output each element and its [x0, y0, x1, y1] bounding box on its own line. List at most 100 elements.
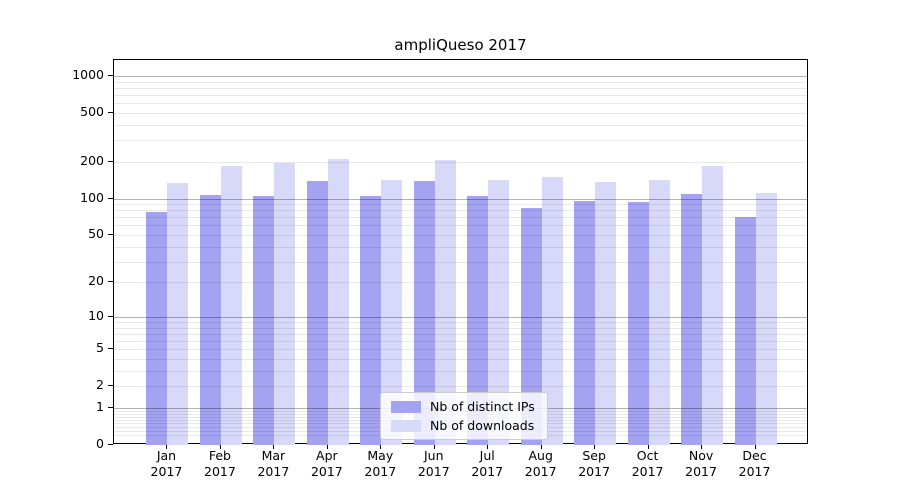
- gridline-minor-90: [114, 204, 807, 206]
- bar-distinct-ips-jul: [467, 195, 489, 445]
- bar-downloads-jun: [434, 159, 456, 445]
- gridline-minor-800: [114, 87, 807, 89]
- bar-downloads-oct: [648, 180, 670, 445]
- bar-downloads-may: [381, 180, 403, 445]
- y-tick-label-10: 10: [88, 307, 104, 323]
- gridline-minor-6: [114, 341, 807, 343]
- x-tick-label-mar: Mar 2017: [257, 448, 290, 479]
- gridline-minor-5: [114, 349, 807, 351]
- y-tick-label-2: 2: [96, 377, 104, 393]
- gridline-minor-9: [114, 322, 807, 324]
- bar-distinct-ips-apr: [306, 181, 328, 445]
- y-tick-mark-100: [108, 197, 113, 199]
- gridline-minor-70: [114, 217, 807, 219]
- bar-downloads-aug: [541, 177, 563, 445]
- bar-downloads-dec: [755, 192, 777, 445]
- x-tick-mark-aug: [540, 444, 542, 449]
- y-tick-mark-2: [108, 385, 113, 387]
- y-tick-label-1: 1: [96, 398, 104, 414]
- y-tick-label-20: 20: [88, 273, 104, 289]
- y-tick-mark-200: [108, 160, 113, 162]
- y-tick-mark-5: [108, 348, 113, 350]
- bar-distinct-ips-jan: [146, 211, 168, 445]
- legend-swatch-downloads: [391, 419, 421, 432]
- y-tick-mark-1: [108, 406, 113, 408]
- legend-swatch-distinct-ips: [391, 400, 421, 413]
- plot-area: [113, 59, 808, 445]
- gridline-major-1000: [114, 76, 807, 77]
- bar-downloads-mar: [274, 162, 296, 445]
- gridline-minor-50: [114, 235, 807, 236]
- y-tick-mark-20: [108, 281, 113, 283]
- x-tick-mark-oct: [647, 444, 649, 449]
- gridline-minor-400: [114, 124, 807, 126]
- legend-label-downloads: Nb of downloads: [430, 418, 535, 433]
- y-tick-label-0: 0: [96, 436, 104, 451]
- x-tick-label-jan: Jan 2017: [150, 448, 183, 479]
- gridline-major-10: [114, 316, 807, 318]
- bar-distinct-ips-oct: [627, 201, 649, 445]
- x-tick-mark-nov: [701, 444, 703, 449]
- bar-distinct-ips-jun: [413, 181, 435, 445]
- bar-downloads-jul: [488, 180, 510, 445]
- gridline-minor-600: [114, 103, 807, 105]
- x-tick-mark-jul: [487, 444, 489, 449]
- x-tick-mark-mar: [273, 444, 275, 449]
- bar-distinct-ips-aug: [520, 208, 542, 445]
- y-tick-mark-10: [108, 315, 113, 317]
- gridline-minor-4: [114, 359, 807, 361]
- y-tick-label-5: 5: [96, 340, 104, 356]
- x-tick-label-aug: Aug 2017: [524, 448, 557, 479]
- x-tick-label-sep: Sep 2017: [578, 448, 611, 479]
- x-tick-label-oct: Oct 2017: [631, 448, 664, 479]
- x-tick-mark-sep: [594, 444, 596, 449]
- bar-distinct-ips-dec: [734, 216, 756, 445]
- y-tick-label-500: 500: [80, 103, 104, 119]
- gridline-minor-300: [114, 140, 807, 142]
- bar-distinct-ips-sep: [574, 200, 596, 445]
- bar-downloads-jan: [167, 183, 189, 445]
- gridline-minor-900: [114, 81, 807, 83]
- gridline-minor-2: [114, 386, 807, 388]
- bar-downloads-apr: [327, 159, 349, 445]
- gridline-minor-700: [114, 95, 807, 97]
- x-tick-mark-jun: [433, 444, 435, 449]
- gridline-minor-200: [114, 161, 807, 163]
- gridline-minor-80: [114, 210, 807, 212]
- bar-downloads-sep: [595, 181, 617, 445]
- y-tick-label-1000: 1000: [72, 67, 104, 82]
- y-tick-mark-50: [108, 234, 113, 235]
- x-tick-mark-jan: [166, 444, 168, 449]
- gridline-minor-20: [114, 282, 807, 284]
- chart-title: ampliQueso 2017: [394, 36, 527, 54]
- bar-distinct-ips-may: [360, 195, 382, 445]
- bar-downloads-feb: [220, 165, 242, 445]
- x-tick-mark-dec: [754, 444, 756, 449]
- bar-distinct-ips-nov: [681, 193, 703, 445]
- x-tick-label-may: May 2017: [364, 448, 397, 479]
- x-tick-label-apr: Apr 2017: [310, 448, 343, 479]
- x-tick-label-jul: Jul 2017: [471, 448, 504, 479]
- y-tick-label-100: 100: [80, 189, 104, 205]
- x-tick-label-jun: Jun 2017: [417, 448, 450, 479]
- y-tick-mark-1000: [108, 75, 113, 76]
- legend-item-downloads: Nb of downloads: [391, 418, 535, 433]
- bar-distinct-ips-feb: [199, 195, 221, 445]
- gridline-minor-30: [114, 261, 807, 263]
- bar-distinct-ips-mar: [253, 195, 275, 445]
- y-tick-label-200: 200: [80, 152, 104, 168]
- gridline-minor-3: [114, 370, 807, 372]
- legend-item-distinct-ips: Nb of distinct IPs: [391, 399, 535, 414]
- x-tick-label-feb: Feb 2017: [204, 448, 236, 479]
- gridline-minor-8: [114, 327, 807, 329]
- legend: Nb of distinct IPs Nb of downloads: [380, 392, 548, 440]
- y-tick-label-50: 50: [88, 226, 104, 241]
- bar-downloads-nov: [702, 166, 724, 445]
- gridline-minor-40: [114, 246, 807, 248]
- legend-label-distinct-ips: Nb of distinct IPs: [430, 399, 535, 414]
- x-tick-mark-may: [380, 444, 382, 449]
- gridline-minor-500: [114, 112, 807, 114]
- x-tick-mark-feb: [219, 444, 221, 449]
- gridline-minor-60: [114, 225, 807, 227]
